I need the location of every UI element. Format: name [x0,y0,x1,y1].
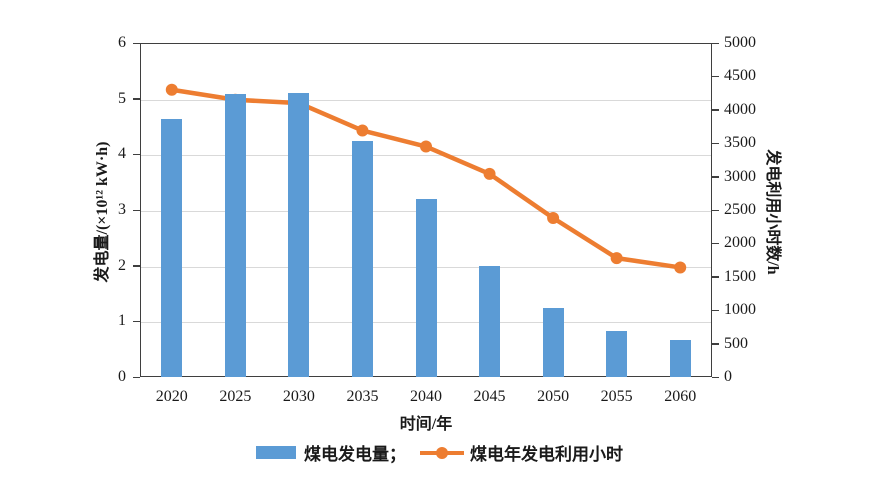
legend-bar-label: 煤电发电量； [304,445,406,464]
line-marker [483,167,496,180]
right-axis-tick [712,209,719,211]
right-axis-tick-label: 1500 [724,267,756,285]
right-axis-tick [712,309,719,312]
line-marker [420,140,432,153]
bar-coal-generation [415,199,437,377]
x-axis-title: 时间/年 [399,416,453,433]
bar-coal-generation [161,119,183,377]
left-axis-tick [133,265,140,267]
legend-item-generation: 煤电发电量； [256,440,406,465]
legend-line-swatch [420,446,464,460]
right-axis-tick [712,142,719,145]
right-axis-tick-label: 3000 [724,167,756,185]
left-axis-tick-label: 4 [118,145,126,163]
x-axis-tick-label: 2050 [537,388,570,405]
legend-line-label: 煤电年发电利用小时 [470,445,623,464]
right-axis-tick-label: 4000 [724,100,756,118]
x-axis-tick-label: 2040 [410,388,442,405]
right-axis-tick-label: 2500 [724,201,756,218]
left-axis-tick [133,320,140,323]
right-axis-tick [712,75,719,78]
right-axis-tick-label: 4500 [724,67,756,85]
bar-coal-generation [606,331,628,377]
left-axis-tick-label: 2 [118,256,126,274]
legend: 煤电发电量； 煤电年发电利用小时 [0,440,879,465]
right-axis-tick [712,276,719,278]
x-axis-tick-label: 2020 [155,388,188,405]
bar-coal-generation [542,307,564,377]
bar-coal-generation [479,266,501,377]
left-axis-tick-label: 5 [118,89,126,107]
bar-coal-generation [288,93,310,377]
right-axis-tick [712,242,719,245]
bar-coal-generation [669,340,691,377]
x-axis-tick-label: 2060 [664,388,697,405]
right-axis-tick-label: 5000 [724,34,756,51]
right-axis-tick-label: 1000 [724,301,756,319]
line-marker [610,252,623,265]
right-axis-tick [712,376,719,378]
x-axis-tick-label: 2055 [600,388,633,405]
right-axis-tick [712,109,719,111]
right-axis-tick-label: 500 [724,334,748,352]
bar-coal-generation [351,140,373,377]
legend-bar-swatch [256,446,296,459]
legend-item-utilization: 煤电年发电利用小时 [420,440,623,465]
line-marker [674,261,687,274]
line-marker [547,212,560,225]
left-axis-tick [133,376,140,378]
x-axis-tick-label: 2025 [219,388,252,405]
right-axis-tick-label: 3500 [724,134,756,152]
left-axis-tick [133,209,140,211]
gridline [141,99,711,101]
left-axis-tick-label: 3 [118,201,126,218]
right-axis-tick [712,176,719,178]
right-axis-tick-label: 2000 [724,234,756,252]
right-axis-tick [712,343,719,345]
line-marker [165,83,178,96]
left-axis-tick-label: 0 [118,368,126,385]
left-axis-tick [133,98,140,100]
x-axis-tick-label: 2035 [346,388,379,405]
bar-coal-generation [224,94,246,377]
line-marker [356,124,369,137]
left-axis-tick-label: 1 [118,312,126,330]
x-axis-tick-label: 2030 [282,388,315,405]
gridline [141,155,711,157]
left-axis-tick [133,42,140,44]
left-axis-tick [133,153,140,156]
right-axis-tick-label: 0 [724,368,732,385]
right-axis-tick [712,42,719,44]
left-axis-tick-label: 6 [118,34,126,51]
legend-line-dot-icon [436,446,448,459]
x-axis-tick-label: 2045 [473,388,506,405]
